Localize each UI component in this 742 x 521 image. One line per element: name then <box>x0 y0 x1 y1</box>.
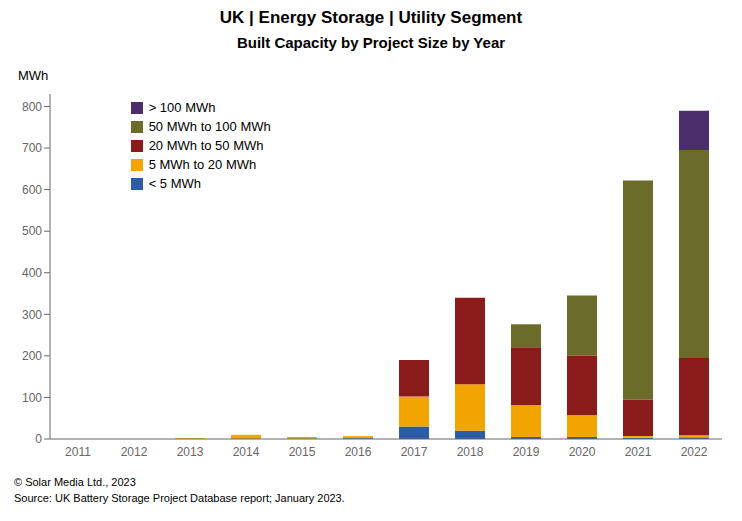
svg-text:400: 400 <box>22 266 42 280</box>
svg-text:2014: 2014 <box>233 445 260 459</box>
svg-text:600: 600 <box>22 183 42 197</box>
html-text:50 MWh to 100 MWh: 50 MWh to 100 MWh <box>148 119 271 134</box>
svg-text:2015: 2015 <box>289 445 316 459</box>
svg-text:300: 300 <box>22 308 42 322</box>
svg-text:2013: 2013 <box>177 445 204 459</box>
svg-text:2022: 2022 <box>681 445 708 459</box>
svg-text:100: 100 <box>22 391 42 405</box>
html-text:5 MWh to 20 MWh: 5 MWh to 20 MWh <box>148 157 257 172</box>
svg-text:2019: 2019 <box>513 445 540 459</box>
svg-text:500: 500 <box>22 224 42 238</box>
html-text:© Solar Media Ltd., 2023: © Solar Media Ltd., 2023 <box>14 476 136 488</box>
html-text:UK | Energy Storage | Utility: UK | Energy Storage | Utility Segment <box>219 8 523 27</box>
html-text:Source: UK Battery Storage Pro: Source: UK Battery Storage Project Datab… <box>14 492 345 504</box>
svg-text:2012: 2012 <box>121 445 148 459</box>
svg-text:2017: 2017 <box>401 445 428 459</box>
svg-text:2020: 2020 <box>569 445 596 459</box>
svg-text:2018: 2018 <box>457 445 484 459</box>
html-text:MWh: MWh <box>18 68 49 83</box>
svg-text:200: 200 <box>22 349 42 363</box>
html-text:< 5 MWh: < 5 MWh <box>148 176 201 191</box>
svg-text:700: 700 <box>22 141 42 155</box>
html-text:> 100 MWh: > 100 MWh <box>148 100 216 115</box>
svg-text:0: 0 <box>35 432 42 446</box>
html-text:Built Capacity by Project Size: Built Capacity by Project Size by Year <box>236 34 506 51</box>
svg-text:2021: 2021 <box>625 445 652 459</box>
svg-text:800: 800 <box>22 100 42 114</box>
html-text:20 MWh to 50 MWh: 20 MWh to 50 MWh <box>148 138 264 153</box>
svg-text:2016: 2016 <box>345 445 372 459</box>
svg-text:2011: 2011 <box>65 445 91 459</box>
